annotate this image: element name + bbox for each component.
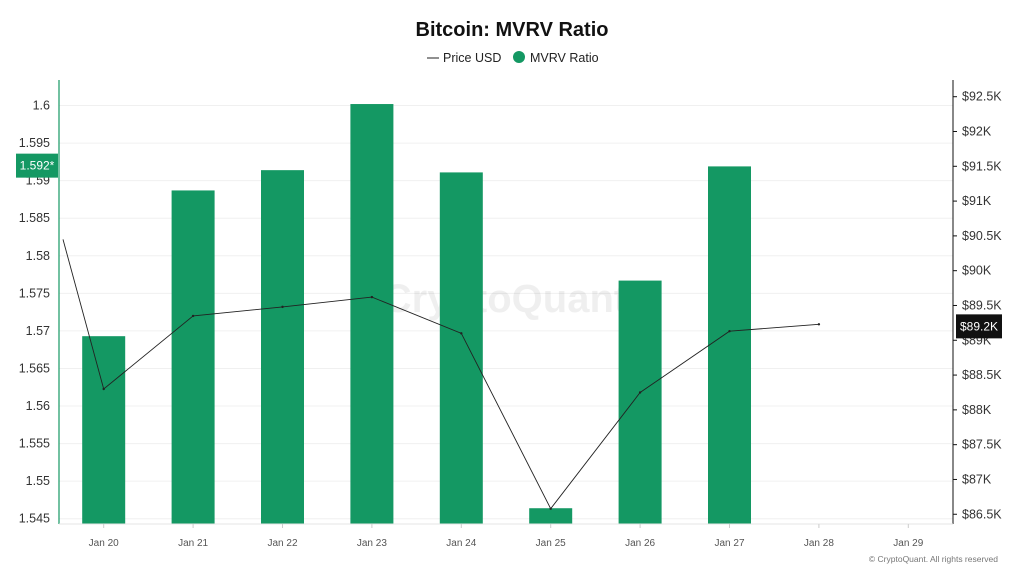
left-tick-label-0: 1.545: [19, 512, 50, 526]
legend[interactable]: Price USD MVRV Ratio: [427, 51, 599, 65]
right-tick-label-0: $86.5K: [962, 507, 1002, 521]
x-tick-label-8: Jan 28: [804, 538, 834, 549]
mvrv-bar-1[interactable]: [171, 190, 215, 524]
price-usd-line[interactable]: [62, 239, 819, 510]
x-tick-label-0: Jan 20: [89, 538, 119, 549]
right-tick-label-1: $87K: [962, 472, 992, 486]
left-tick-label-3: 1.56: [26, 399, 50, 413]
left-tick-label-11: 1.6: [33, 99, 50, 113]
mvrv-bar-0[interactable]: [82, 336, 126, 524]
left-tick-label-10: 1.595: [19, 136, 50, 150]
x-tick-label-6: Jan 26: [625, 538, 655, 549]
left-tick-label-8: 1.585: [19, 211, 50, 225]
x-tick-label-7: Jan 27: [714, 538, 744, 549]
price-point-1[interactable]: [191, 314, 195, 318]
x-tick-label-3: Jan 23: [357, 538, 387, 549]
left-badge-box: [16, 153, 58, 178]
price-point-8[interactable]: [817, 323, 821, 326]
x-tick-label-1: Jan 21: [178, 538, 208, 549]
copyright: © CryptoQuant. All rights reserved: [869, 554, 998, 564]
price-line-layer: [62, 239, 821, 510]
right-tick-label-7: $90K: [962, 264, 992, 278]
x-tick-label-5: Jan 25: [536, 538, 566, 549]
left-tick-label-7: 1.58: [26, 249, 50, 263]
price-point-4[interactable]: [460, 332, 463, 335]
mvrv-bar-2[interactable]: [261, 170, 304, 524]
right-tick-label-2: $87.5K: [962, 438, 1002, 452]
left-tick-label-4: 1.565: [19, 361, 50, 375]
left-tick-label-1: 1.55: [26, 474, 50, 488]
chart-title: Bitcoin: MVRV Ratio: [416, 19, 609, 41]
price-point-7[interactable]: [728, 330, 731, 333]
x-tick-label-4: Jan 24: [446, 538, 476, 549]
mvrv-bar-3[interactable]: [350, 104, 394, 524]
right-tick-label-12: $92.5K: [962, 90, 1002, 104]
price-point-0[interactable]: [102, 387, 105, 391]
right-badge-box: [956, 314, 1002, 339]
legend-mvrv-label[interactable]: MVRV Ratio: [530, 51, 599, 65]
price-point-5[interactable]: [549, 507, 552, 510]
mvrv-bar-4[interactable]: [439, 172, 483, 524]
left-current-badge: 1.592*: [16, 153, 58, 178]
right-tick-label-9: $91K: [962, 194, 992, 208]
right-axis-ticks: $86.5K$87K$87.5K$88K$88.5K$89K$89.5K$90K…: [953, 90, 1002, 521]
mvrv-bar-7[interactable]: [708, 166, 751, 524]
right-tick-label-6: $89.5K: [962, 298, 1002, 312]
x-tick-label-2: Jan 22: [267, 538, 297, 549]
watermark: CryptoQuant: [383, 277, 627, 321]
mvrv-bar-5[interactable]: [529, 508, 573, 524]
legend-price-label[interactable]: Price USD: [443, 51, 501, 65]
left-badge-label: 1.592*: [20, 159, 55, 173]
left-tick-label-5: 1.57: [26, 324, 50, 338]
x-tick-label-9: Jan 29: [893, 538, 923, 549]
right-current-badge: $89.2K: [956, 314, 1002, 339]
right-tick-label-3: $88K: [962, 403, 992, 417]
right-tick-label-11: $92K: [962, 124, 992, 138]
right-badge-label: $89.2K: [960, 319, 998, 333]
price-point-3[interactable]: [370, 295, 374, 299]
left-tick-label-2: 1.555: [19, 437, 50, 451]
right-tick-label-8: $90.5K: [962, 229, 1002, 243]
mvrv-bars: [82, 104, 751, 524]
right-tick-label-4: $88.5K: [962, 368, 1002, 382]
legend-mvrv-swatch: [513, 51, 525, 63]
x-axis-ticks: Jan 20 Jan 21 Jan 22 Jan 23 Jan 24 Jan 25 Jan …: [89, 524, 924, 549]
price-point-2[interactable]: [281, 305, 284, 309]
price-point-6[interactable]: [638, 391, 642, 394]
right-tick-label-10: $91.5K: [962, 159, 1002, 173]
axes: [58, 80, 954, 525]
mvrv-bar-6[interactable]: [618, 280, 662, 524]
left-tick-label-6: 1.575: [19, 286, 50, 300]
